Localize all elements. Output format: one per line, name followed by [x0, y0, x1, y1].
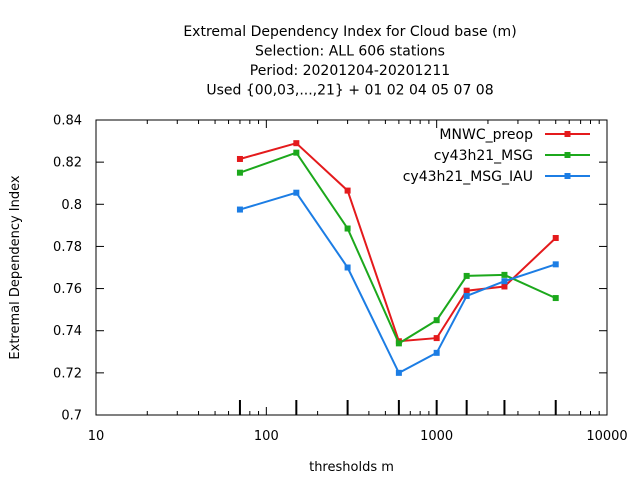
x-tick-label: 10: [88, 429, 105, 444]
data-point: [293, 140, 300, 147]
data-point: [395, 340, 402, 347]
x-tick-label: 1000: [420, 429, 453, 444]
y-axis-label: Extremal Dependency Index: [8, 175, 23, 359]
x-axis-label: thresholds m: [309, 460, 394, 475]
data-point: [501, 271, 508, 278]
data-point: [344, 264, 351, 271]
data-point: [463, 272, 470, 279]
data-point: [236, 206, 243, 213]
data-point: [236, 169, 243, 176]
y-tick-label: 0.82: [53, 156, 82, 171]
legend-label: MNWC_preop: [439, 127, 533, 143]
legend-label: cy43h21_MSG: [434, 148, 533, 164]
x-tick-label: 10000: [586, 429, 627, 444]
legend: MNWC_preop cy43h21_MSG cy43h21_MSG_IAU: [403, 127, 590, 185]
axis-ticks: [95, 119, 608, 416]
threshold-marks: [238, 400, 557, 415]
series-line: [239, 191, 557, 375]
legend-marker: [564, 173, 571, 179]
legend-marker: [564, 131, 571, 137]
y-tick-label: 0.78: [53, 240, 82, 255]
tick-labels: 0.7 0.72 0.74 0.76 0.78 0.8 0.82 0.84 10 100 1000 1…: [53, 114, 628, 445]
chart-title: Extremal Dependency Index for Cloud base…: [183, 24, 516, 99]
y-tick-label: 0.76: [53, 282, 82, 297]
data-point: [552, 235, 559, 241]
data-point: [433, 335, 440, 342]
data-point: [552, 261, 559, 268]
y-tick-label: 0.7: [61, 409, 82, 424]
data-point: [433, 317, 440, 324]
legend-label: cy43h21_MSG_IAU: [403, 169, 533, 185]
series-lines: [236, 140, 559, 376]
title-line: Extremal Dependency Index for Cloud base…: [183, 24, 516, 40]
data-point: [293, 149, 300, 156]
data-point: [501, 283, 508, 290]
series-line: [239, 142, 557, 343]
title-line: Used {00,03,...,21} + 01 02 04 05 07 08: [206, 83, 493, 99]
y-tick-label: 0.74: [53, 324, 82, 339]
legend-marker: [564, 152, 571, 158]
data-point: [501, 278, 508, 285]
title-line: Period: 20201204-20201211: [250, 63, 450, 79]
data-point: [463, 287, 470, 294]
data-point: [293, 189, 300, 196]
plot-frame: [95, 119, 608, 416]
x-tick-label: 100: [254, 429, 279, 444]
data-point: [552, 295, 559, 302]
y-tick-label: 0.84: [53, 114, 82, 129]
data-point: [344, 225, 351, 232]
data-point: [236, 155, 243, 162]
data-point: [463, 292, 470, 299]
series-line: [239, 151, 557, 345]
y-tick-label: 0.8: [61, 198, 82, 213]
y-tick-label: 0.72: [53, 366, 82, 381]
data-point: [395, 369, 402, 376]
title-line: Selection: ALL 606 stations: [255, 44, 445, 60]
data-point: [433, 349, 440, 356]
data-point: [344, 187, 351, 194]
